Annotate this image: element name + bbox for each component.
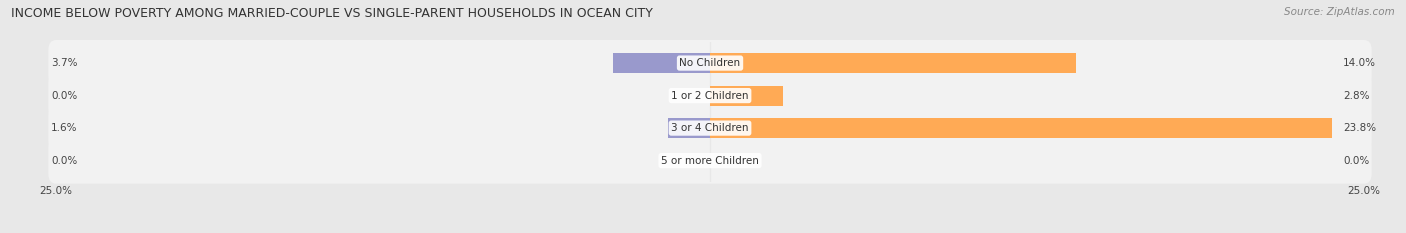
Text: 3.7%: 3.7% [51, 58, 77, 68]
FancyBboxPatch shape [48, 72, 1372, 119]
Bar [710, 86, 783, 106]
Text: 23.8%: 23.8% [1343, 123, 1376, 133]
Text: 1 or 2 Children: 1 or 2 Children [671, 91, 749, 101]
Text: INCOME BELOW POVERTY AMONG MARRIED-COUPLE VS SINGLE-PARENT HOUSEHOLDS IN OCEAN C: INCOME BELOW POVERTY AMONG MARRIED-COUPL… [11, 7, 654, 20]
Text: 0.0%: 0.0% [51, 156, 77, 166]
FancyBboxPatch shape [48, 105, 1372, 151]
Text: 1.6%: 1.6% [51, 123, 77, 133]
Text: 14.0%: 14.0% [1343, 58, 1376, 68]
Legend: Married Couples, Single Parents: Married Couples, Single Parents [596, 231, 824, 233]
Text: 3 or 4 Children: 3 or 4 Children [671, 123, 749, 133]
Text: 0.0%: 0.0% [1343, 156, 1369, 166]
Text: 5 or more Children: 5 or more Children [661, 156, 759, 166]
Bar [710, 118, 1333, 138]
Bar [710, 53, 1076, 73]
Text: No Children: No Children [679, 58, 741, 68]
FancyBboxPatch shape [48, 137, 1372, 184]
Bar [668, 118, 710, 138]
Text: Source: ZipAtlas.com: Source: ZipAtlas.com [1284, 7, 1395, 17]
FancyBboxPatch shape [48, 40, 1372, 86]
Text: 2.8%: 2.8% [1343, 91, 1369, 101]
Text: 0.0%: 0.0% [51, 91, 77, 101]
Bar [613, 53, 710, 73]
